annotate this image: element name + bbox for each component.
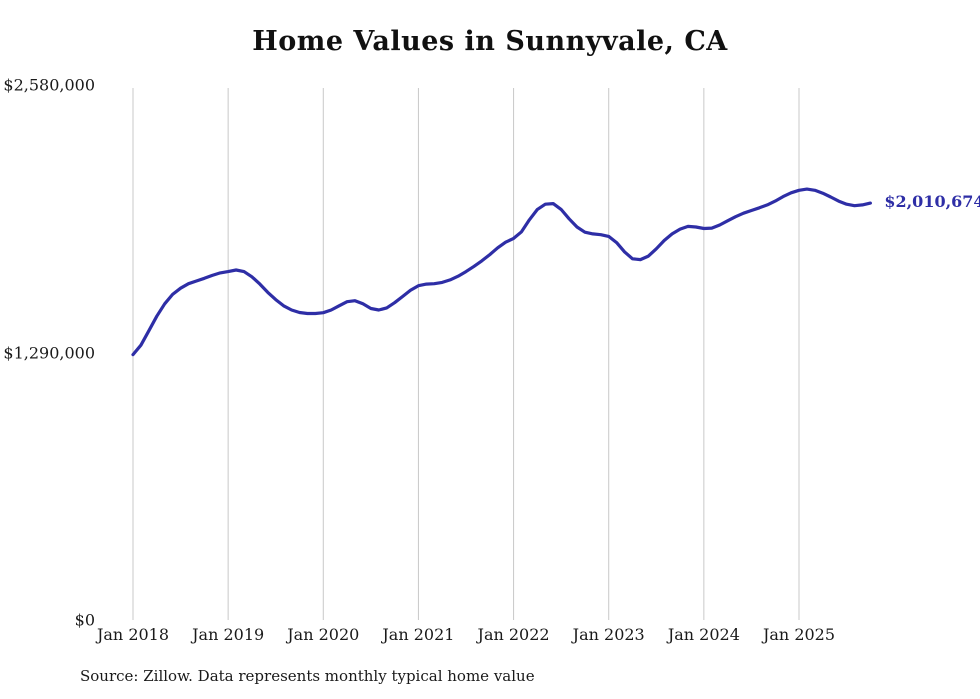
y-tick-label: $0 [74,610,95,630]
y-tick-label: $1,290,000 [3,343,95,362]
x-tick-label: Jan 2019 [192,625,265,644]
x-tick-label: Jan 2021 [382,625,455,644]
x-tick-label: Jan 2018 [96,625,170,644]
x-tick-label: Jan 2025 [762,625,836,644]
series-line [131,187,872,357]
source-note: Source: Zillow. Data represents monthly … [80,667,535,685]
y-tick-label: $2,580,000 [3,75,95,95]
gridlines [132,88,800,620]
latest-value-label: $2,010,674 [884,192,980,212]
x-tick-label: Jan 2023 [572,625,645,644]
x-tick-label: Jan 2024 [667,625,740,644]
chart-title: Home Values in Sunnyvale, CA [252,26,728,57]
x-tick-label: Jan 2020 [287,625,360,644]
x-tick-label: Jan 2022 [477,625,550,644]
